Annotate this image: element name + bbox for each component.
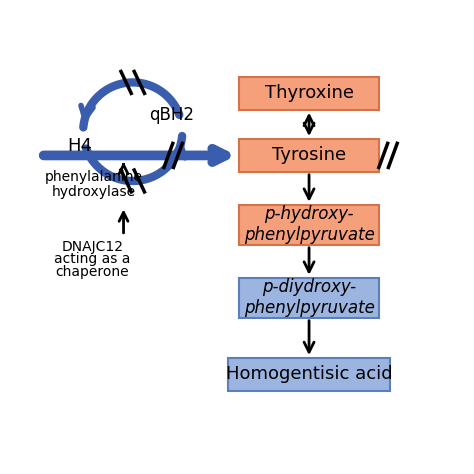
FancyBboxPatch shape xyxy=(239,205,379,245)
Text: H4: H4 xyxy=(67,137,92,155)
FancyBboxPatch shape xyxy=(239,77,379,110)
Text: p-hydroxy-
phenylpyruvate: p-hydroxy- phenylpyruvate xyxy=(244,205,374,244)
FancyBboxPatch shape xyxy=(239,278,379,318)
Text: phenylalanine: phenylalanine xyxy=(45,170,143,184)
Text: acting as a: acting as a xyxy=(54,253,130,266)
FancyBboxPatch shape xyxy=(239,139,379,172)
Text: Homogentisic acid: Homogentisic acid xyxy=(226,365,392,383)
Text: chaperone: chaperone xyxy=(55,265,129,279)
Text: qBH2: qBH2 xyxy=(149,106,194,124)
FancyBboxPatch shape xyxy=(228,358,390,391)
Text: Thyroxine: Thyroxine xyxy=(264,84,354,102)
Text: hydroxylase: hydroxylase xyxy=(52,185,136,199)
Text: p-diydroxy-
phenylpyruvate: p-diydroxy- phenylpyruvate xyxy=(244,278,374,317)
Text: DNAJC12: DNAJC12 xyxy=(61,240,123,254)
Text: Tyrosine: Tyrosine xyxy=(272,146,346,164)
